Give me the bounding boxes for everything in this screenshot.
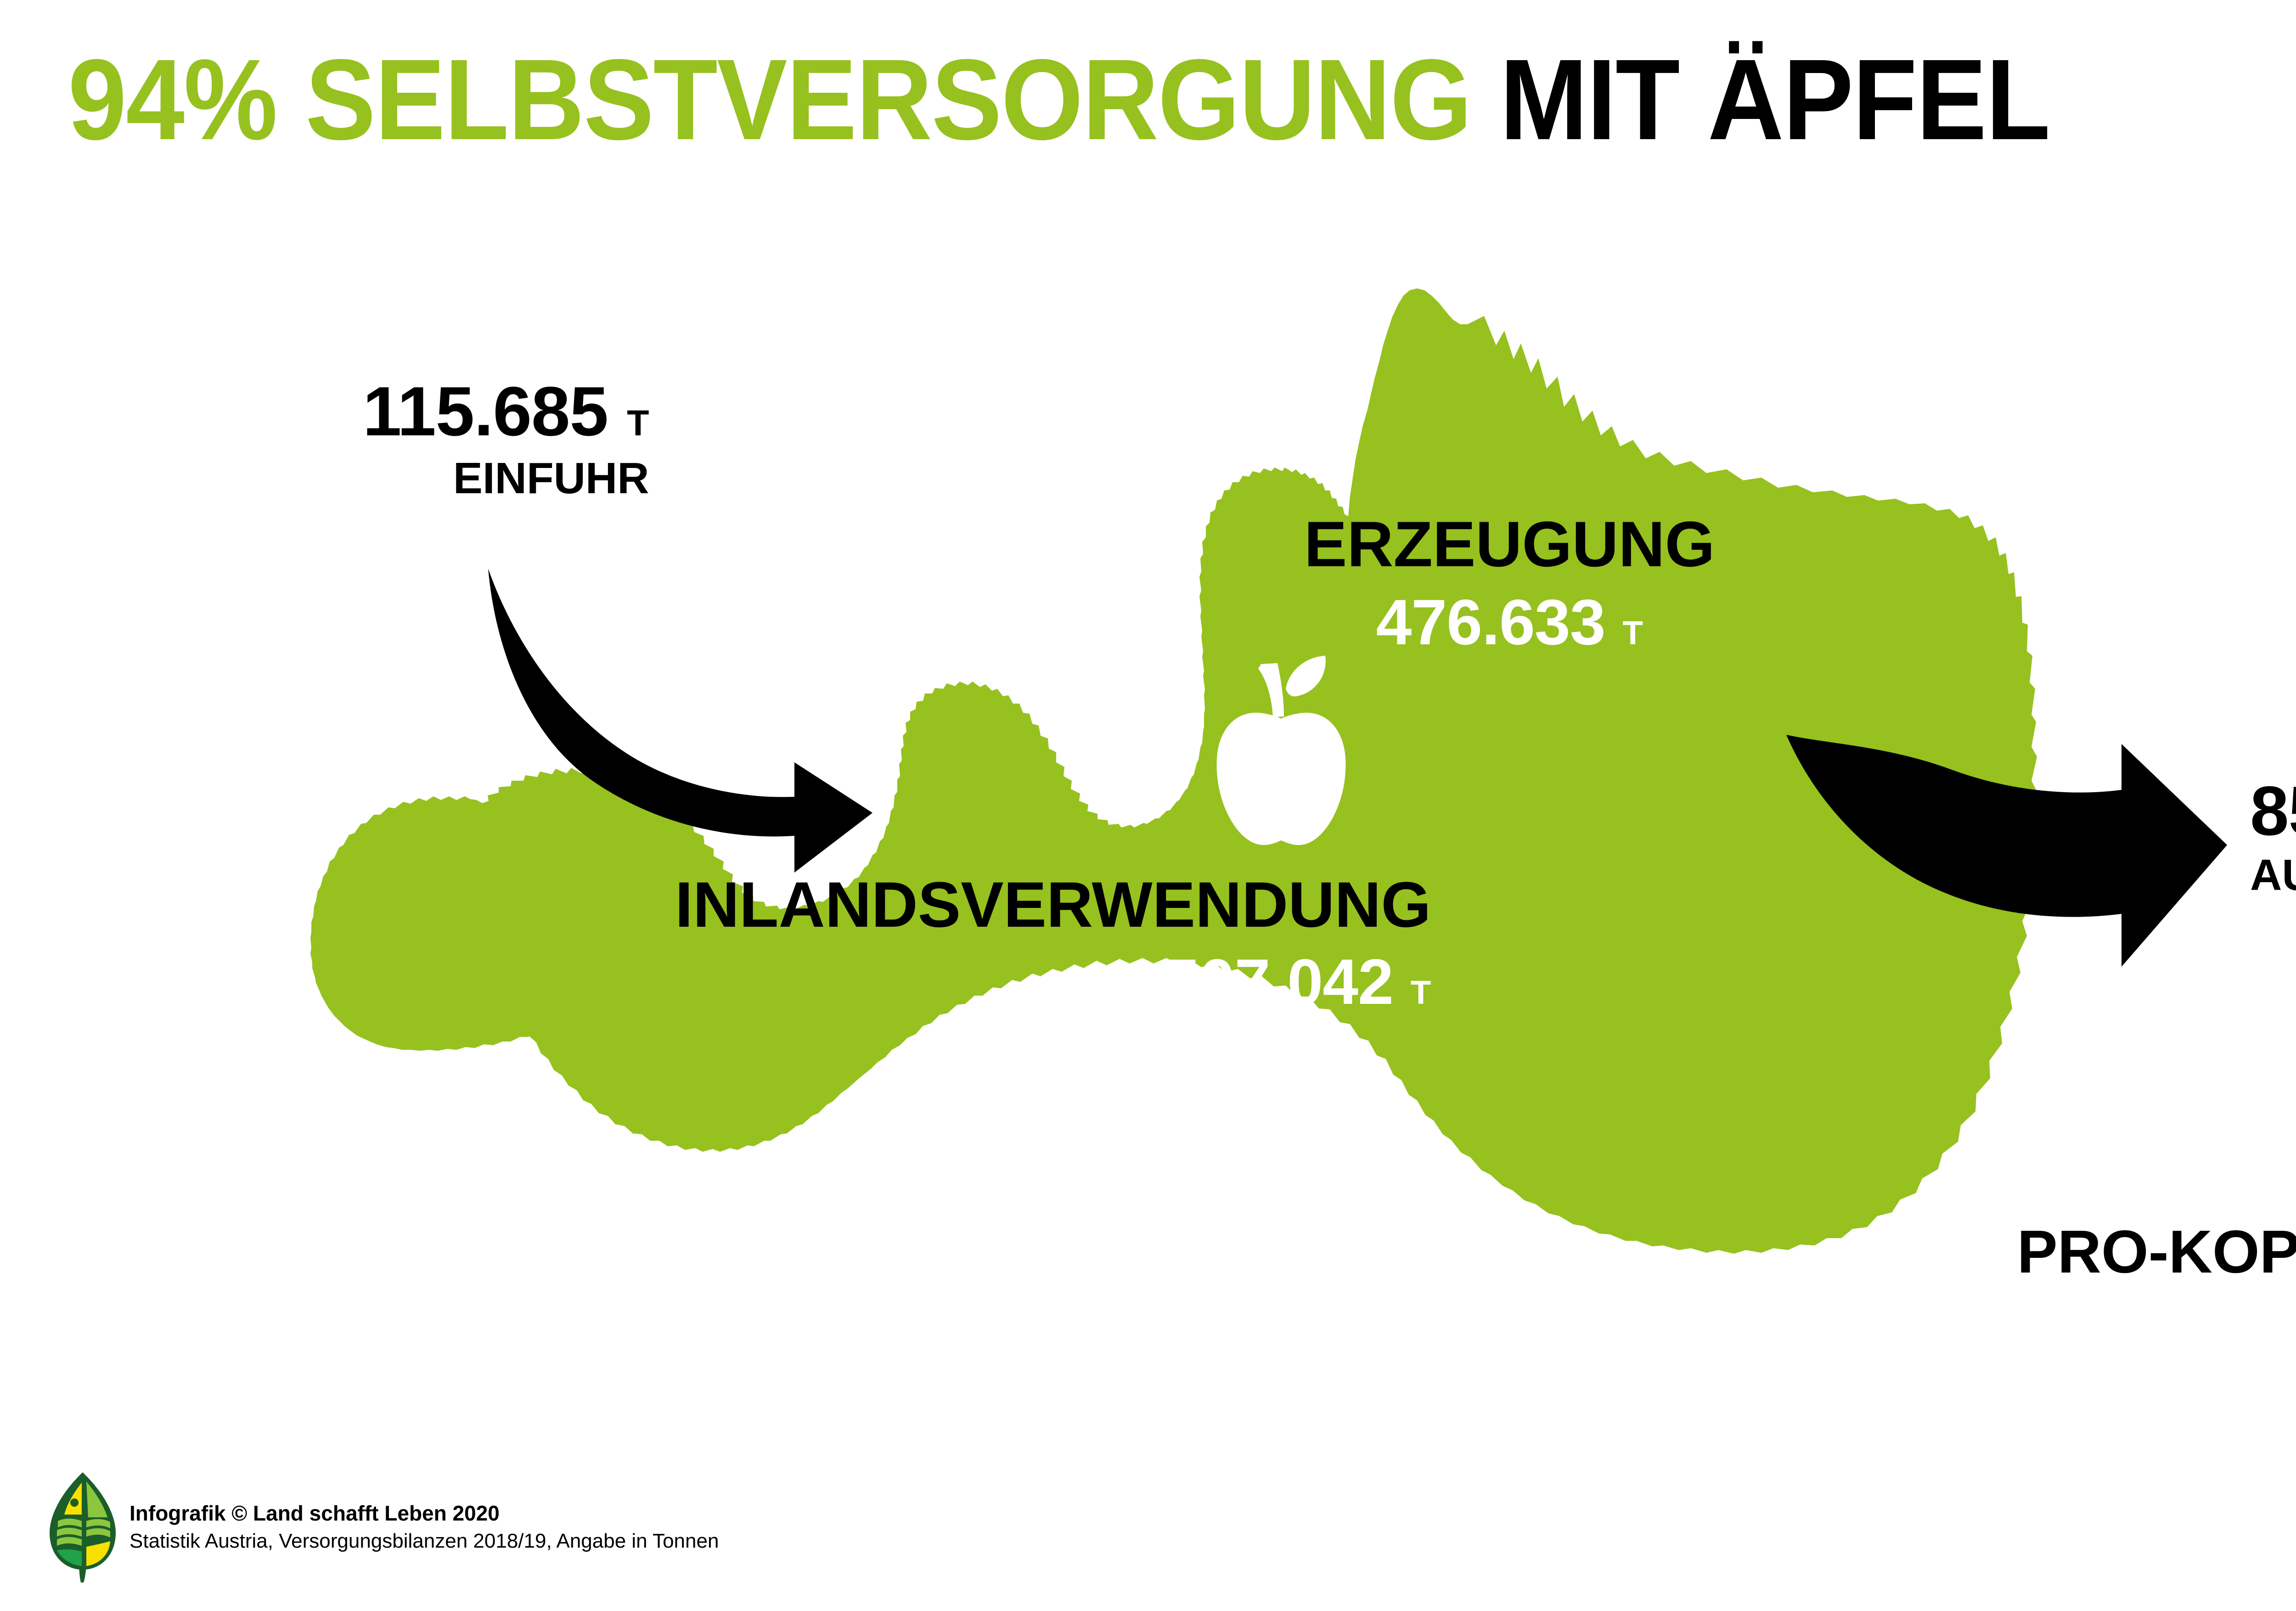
apple-icon (1216, 656, 1346, 845)
land-schafft-leben-leaf-logo (50, 1472, 116, 1583)
per-capita-value: 21 KG/JAHR (2017, 1301, 2296, 1362)
export-arrow-icon (1786, 735, 2227, 967)
export-label: AUSFUHR (2250, 851, 2296, 900)
credit-line-source: Statistik Austria, Versorgungsbilanzen 2… (129, 1530, 719, 1553)
import-label: EINFUHR (453, 454, 649, 503)
production-value: 476.633 T (1376, 586, 1643, 658)
import-arrow-icon (488, 569, 872, 873)
title-rest: MIT ÄPFEL (1500, 35, 2050, 163)
footer: Infografik © Land schafft Leben 2020 Sta… (46, 1470, 719, 1584)
import-unit: T (627, 402, 649, 443)
production-label: ERZEUGUNG (1304, 508, 1715, 580)
per-capita-label: PRO-KOPF-VERBRAUCH* (2017, 1218, 2296, 1285)
export-stat-block: 85.276 T AUSFUHR (2250, 776, 2296, 897)
page-title: 94% SELBSTVERSORGUNG MIT ÄPFEL (68, 42, 2050, 157)
credit-line-copyright: Infografik © Land schafft Leben 2020 (129, 1501, 500, 1526)
credits: Infografik © Land schafft Leben 2020 Sta… (129, 1499, 719, 1555)
domestic-use-label: INLANDSVERWENDUNG (675, 868, 1431, 941)
domestic-use-stat-block: INLANDSVERWENDUNG 507.042 T (675, 873, 1431, 1014)
domestic-use-unit: T (1410, 974, 1431, 1011)
domestic-use-value: 507.042 T (1164, 946, 1431, 1018)
import-stat-block: 115.685 T EINFUHR (363, 377, 649, 501)
title-highlight: 94% SELBSTVERSORGUNG (68, 35, 1472, 163)
import-value: 115.685 T (363, 372, 649, 451)
per-capita-block: PRO-KOPF-VERBRAUCH* 21 KG/JAHR (2017, 1222, 2296, 1362)
production-unit: T (1622, 614, 1643, 652)
production-stat-block: ERZEUGUNG 476.633 T (1304, 512, 1715, 654)
export-value: 85.276 T (2250, 772, 2296, 850)
